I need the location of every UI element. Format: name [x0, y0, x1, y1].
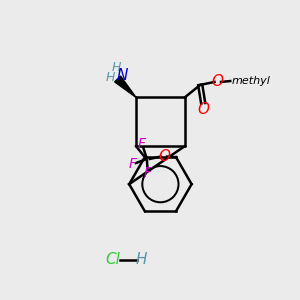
Text: Cl: Cl: [105, 253, 120, 268]
Text: F: F: [129, 157, 136, 171]
Text: methyl: methyl: [232, 76, 271, 86]
Text: H: H: [106, 71, 115, 84]
Text: H: H: [135, 253, 147, 268]
Text: H: H: [111, 61, 121, 74]
Text: O: O: [198, 102, 210, 117]
Text: N: N: [117, 68, 128, 83]
Text: F: F: [144, 166, 152, 180]
Text: O: O: [158, 149, 170, 164]
Text: F: F: [138, 137, 146, 151]
Text: O: O: [212, 74, 224, 89]
Polygon shape: [115, 76, 136, 98]
